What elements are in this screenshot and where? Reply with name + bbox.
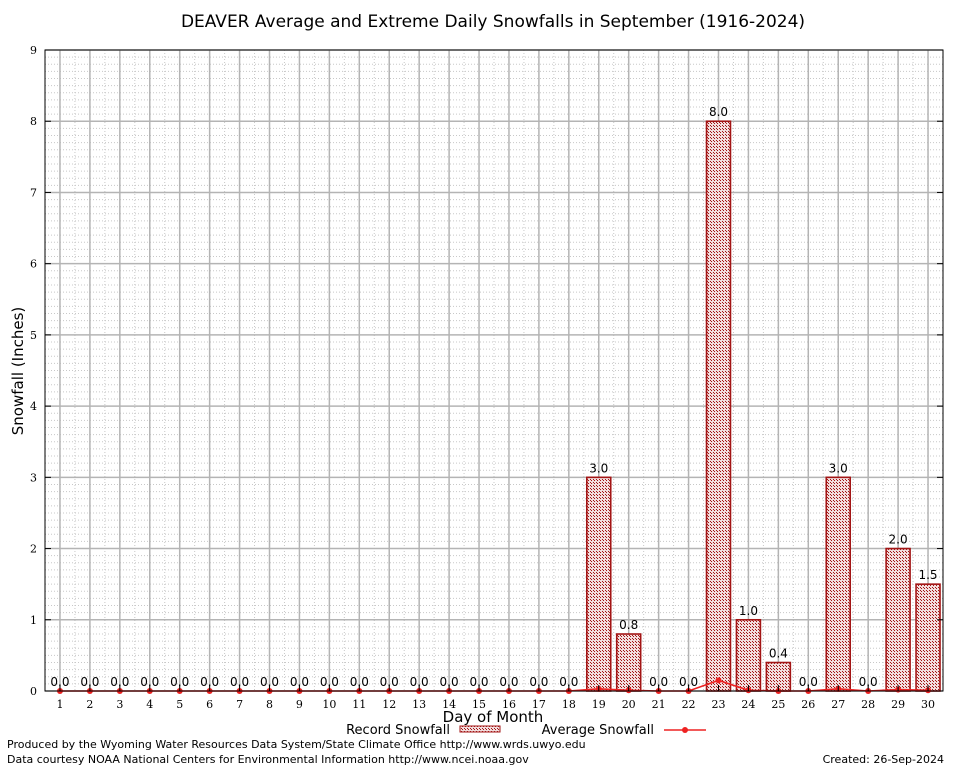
y-tick-label: 3	[30, 471, 37, 484]
bar-value-label: 0.0	[320, 675, 339, 689]
chart-title: DEAVER Average and Extreme Daily Snowfal…	[181, 12, 805, 32]
x-tick-label: 2	[86, 698, 93, 711]
bar-value-label: 0.0	[859, 675, 878, 689]
x-tick-label: 12	[382, 698, 396, 711]
x-tick-label: 24	[741, 698, 755, 711]
bar-value-label: 0.0	[110, 675, 129, 689]
legend-average-label: Average Snowfall	[542, 723, 654, 738]
y-tick-label: 1	[30, 614, 37, 627]
y-tick-label: 5	[30, 329, 37, 342]
x-tick-label: 10	[322, 698, 336, 711]
x-tick-label: 14	[442, 698, 456, 711]
bar-value-label: 0.0	[200, 675, 219, 689]
x-tick-label: 25	[771, 698, 785, 711]
x-tick-label: 21	[652, 698, 666, 711]
footer-created: Created: 26-Sep-2024	[822, 753, 944, 766]
record-bar-day-24	[735, 618, 762, 692]
y-tick-label: 9	[30, 44, 37, 57]
bar-value-label: 0.0	[350, 675, 369, 689]
footer-data-courtesy: Data courtesy NOAA National Centers for …	[7, 753, 529, 766]
record-bars	[585, 120, 941, 692]
x-axis-label: Day of Month	[443, 708, 544, 726]
bar-value-labels: 0.0 0.0 0.0 0.0 0.0 0.0 0.0 0.0 0.0 0.0 0.0 0.0 0.0 0…	[50, 105, 937, 689]
y-tick-label: 2	[30, 543, 37, 556]
record-bar-day-20	[615, 633, 642, 692]
bar-value-label: 0.0	[140, 675, 159, 689]
record-bar-day-30	[915, 583, 941, 692]
x-tick-label: 19	[592, 698, 606, 711]
bar-value-label: 1.5	[918, 568, 937, 582]
x-tick-label: 15	[472, 698, 486, 711]
bar-value-label: 3.0	[589, 461, 608, 475]
bar-value-label: 0.0	[230, 675, 249, 689]
x-tick-label: 5	[176, 698, 183, 711]
record-bar-day-27	[825, 476, 852, 692]
x-tick-label: 11	[352, 698, 366, 711]
bar-value-label: 0.8	[619, 618, 638, 632]
record-bar-day-29	[885, 547, 911, 692]
y-tick-label: 4	[30, 400, 37, 413]
bar-value-label: 1.0	[739, 604, 758, 618]
x-tick-label: 1	[56, 698, 63, 711]
bar-value-label: 0.0	[260, 675, 279, 689]
x-tick-label: 20	[622, 698, 636, 711]
bar-value-label: 0.0	[649, 675, 668, 689]
footer-produced-by: Produced by the Wyoming Water Resources …	[7, 738, 586, 751]
bar-value-label: 0.4	[769, 647, 788, 661]
bar-value-label: 0.0	[440, 675, 459, 689]
legend: Record Snowfall Average Snowfall	[346, 723, 706, 738]
record-bar-day-23	[705, 120, 732, 692]
x-tick-label: 29	[891, 698, 905, 711]
x-tick-label: 17	[532, 698, 546, 711]
legend-record-label: Record Snowfall	[346, 723, 450, 738]
y-axis-label: Snowfall (Inches)	[9, 307, 27, 435]
x-tick-label: 16	[502, 698, 516, 711]
x-tick-label: 6	[206, 698, 213, 711]
y-tick-label: 8	[30, 115, 37, 128]
y-tick-label: 6	[30, 258, 37, 271]
record-bar-day-19	[585, 476, 612, 692]
bar-value-label: 8.0	[709, 105, 728, 119]
x-tick-label: 23	[712, 698, 726, 711]
bar-value-label: 0.0	[80, 675, 99, 689]
x-tick-label: 13	[412, 698, 426, 711]
bar-value-label: 0.0	[799, 675, 818, 689]
bar-value-label: 0.0	[469, 675, 488, 689]
bar-value-label: 0.0	[559, 675, 578, 689]
x-tick-label: 18	[562, 698, 576, 711]
bar-value-label: 0.0	[499, 675, 518, 689]
x-tick-label: 8	[266, 698, 273, 711]
x-tick-label: 30	[921, 698, 935, 711]
x-tick-label: 26	[801, 698, 815, 711]
bar-value-label: 3.0	[829, 461, 848, 475]
bar-value-label: 0.0	[50, 675, 69, 689]
legend-record-swatch	[459, 725, 501, 733]
x-tick-label: 7	[236, 698, 243, 711]
bar-value-label: 0.0	[529, 675, 548, 689]
bar-value-label: 2.0	[889, 533, 908, 547]
bar-value-label: 0.0	[170, 675, 189, 689]
x-tick-label: 9	[296, 698, 303, 711]
axes	[44, 49, 944, 692]
x-tick-label: 22	[682, 698, 696, 711]
bar-value-label: 0.0	[290, 675, 309, 689]
plot-frame	[44, 49, 944, 692]
bar-value-label: 0.0	[380, 675, 399, 689]
x-tick-label: 4	[146, 698, 153, 711]
y-tick-label: 0	[30, 685, 37, 698]
bar-value-label: 0.0	[410, 675, 429, 689]
y-tick-label: 7	[30, 186, 37, 199]
x-tick-label: 3	[116, 698, 123, 711]
x-tick-label: 27	[831, 698, 845, 711]
bar-value-label: 0.0	[679, 675, 698, 689]
legend-average-marker	[682, 727, 688, 733]
x-tick-label: 28	[861, 698, 875, 711]
average-point-day-23	[715, 677, 722, 684]
